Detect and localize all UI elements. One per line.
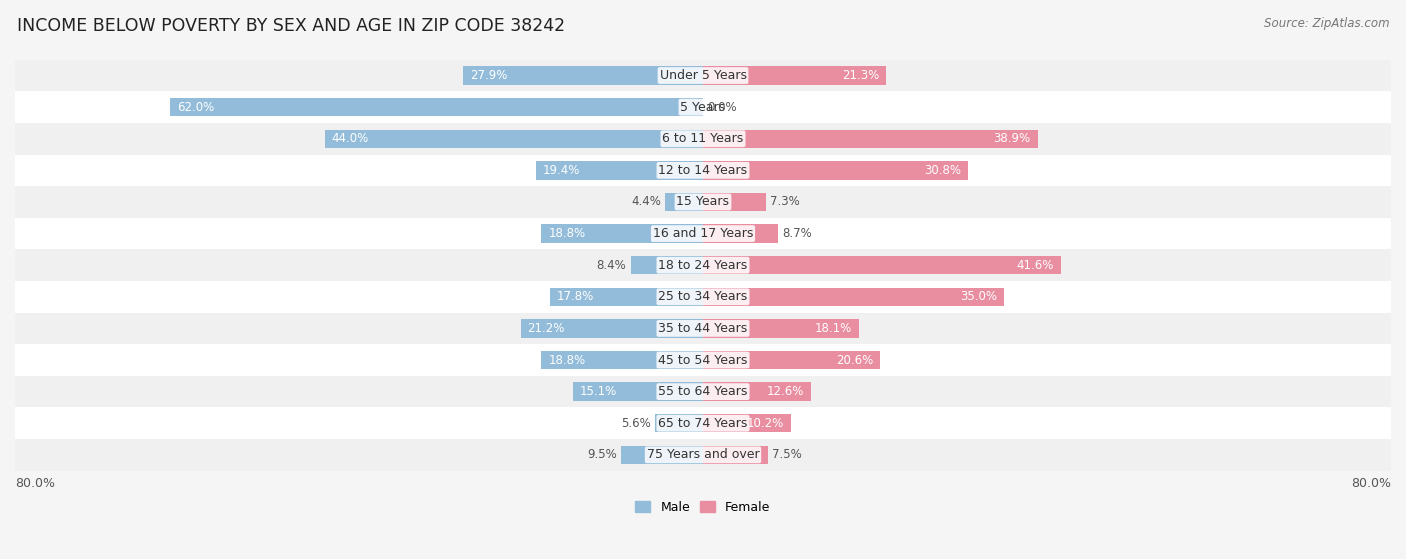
Bar xyxy=(170,98,703,116)
Text: 12.6%: 12.6% xyxy=(768,385,804,398)
Text: 35 to 44 Years: 35 to 44 Years xyxy=(658,322,748,335)
Text: 0.0%: 0.0% xyxy=(707,101,737,113)
Text: 9.5%: 9.5% xyxy=(588,448,617,461)
Text: 17.8%: 17.8% xyxy=(557,290,595,304)
Bar xyxy=(621,446,703,464)
Bar xyxy=(15,408,1391,439)
Text: 10.2%: 10.2% xyxy=(747,416,783,430)
Text: 20.6%: 20.6% xyxy=(837,353,873,367)
Bar xyxy=(703,382,811,401)
Bar xyxy=(703,161,967,179)
Bar xyxy=(541,351,703,369)
Bar xyxy=(325,130,703,148)
Bar xyxy=(520,319,703,338)
Bar xyxy=(703,67,886,85)
Bar xyxy=(15,60,1391,91)
Legend: Male, Female: Male, Female xyxy=(636,501,770,514)
Text: 8.7%: 8.7% xyxy=(782,227,811,240)
Text: 5.6%: 5.6% xyxy=(621,416,651,430)
Text: 16 and 17 Years: 16 and 17 Years xyxy=(652,227,754,240)
Text: 21.3%: 21.3% xyxy=(842,69,879,82)
Text: 38.9%: 38.9% xyxy=(994,132,1031,145)
Bar xyxy=(15,439,1391,471)
Text: 21.2%: 21.2% xyxy=(527,322,565,335)
Text: 41.6%: 41.6% xyxy=(1017,259,1054,272)
Bar xyxy=(703,288,1004,306)
Text: Source: ZipAtlas.com: Source: ZipAtlas.com xyxy=(1264,17,1389,30)
Text: 45 to 54 Years: 45 to 54 Years xyxy=(658,353,748,367)
Text: Under 5 Years: Under 5 Years xyxy=(659,69,747,82)
Bar xyxy=(15,123,1391,154)
Text: 18.1%: 18.1% xyxy=(814,322,852,335)
Text: 4.4%: 4.4% xyxy=(631,196,661,209)
Text: 80.0%: 80.0% xyxy=(15,477,55,490)
Bar xyxy=(15,281,1391,312)
Bar xyxy=(703,351,880,369)
Bar xyxy=(655,414,703,433)
Text: 35.0%: 35.0% xyxy=(960,290,997,304)
Text: 30.8%: 30.8% xyxy=(924,164,960,177)
Bar xyxy=(536,161,703,179)
Text: 18 to 24 Years: 18 to 24 Years xyxy=(658,259,748,272)
Bar xyxy=(15,154,1391,186)
Bar xyxy=(703,224,778,243)
Text: 5 Years: 5 Years xyxy=(681,101,725,113)
Bar xyxy=(703,130,1038,148)
Bar xyxy=(15,218,1391,249)
Text: 80.0%: 80.0% xyxy=(1351,477,1391,490)
Text: 75 Years and over: 75 Years and over xyxy=(647,448,759,461)
Text: 55 to 64 Years: 55 to 64 Years xyxy=(658,385,748,398)
Bar xyxy=(15,249,1391,281)
Bar xyxy=(574,382,703,401)
Bar xyxy=(703,319,859,338)
Bar xyxy=(15,91,1391,123)
Bar xyxy=(703,446,768,464)
Text: 12 to 14 Years: 12 to 14 Years xyxy=(658,164,748,177)
Text: 18.8%: 18.8% xyxy=(548,227,585,240)
Text: INCOME BELOW POVERTY BY SEX AND AGE IN ZIP CODE 38242: INCOME BELOW POVERTY BY SEX AND AGE IN Z… xyxy=(17,17,565,35)
Text: 7.3%: 7.3% xyxy=(770,196,800,209)
Bar xyxy=(703,414,790,433)
Bar xyxy=(631,256,703,274)
Bar xyxy=(665,193,703,211)
Bar xyxy=(541,224,703,243)
Bar xyxy=(550,288,703,306)
Text: 8.4%: 8.4% xyxy=(596,259,627,272)
Bar xyxy=(15,312,1391,344)
Text: 7.5%: 7.5% xyxy=(772,448,801,461)
Text: 6 to 11 Years: 6 to 11 Years xyxy=(662,132,744,145)
Text: 15 Years: 15 Years xyxy=(676,196,730,209)
Text: 27.9%: 27.9% xyxy=(470,69,508,82)
Bar xyxy=(15,376,1391,408)
Text: 15.1%: 15.1% xyxy=(581,385,617,398)
Bar xyxy=(15,344,1391,376)
Bar xyxy=(15,186,1391,218)
Text: 18.8%: 18.8% xyxy=(548,353,585,367)
Text: 25 to 34 Years: 25 to 34 Years xyxy=(658,290,748,304)
Text: 19.4%: 19.4% xyxy=(543,164,581,177)
Text: 44.0%: 44.0% xyxy=(332,132,368,145)
Text: 65 to 74 Years: 65 to 74 Years xyxy=(658,416,748,430)
Text: 62.0%: 62.0% xyxy=(177,101,214,113)
Bar xyxy=(463,67,703,85)
Bar xyxy=(703,193,766,211)
Bar xyxy=(703,256,1060,274)
